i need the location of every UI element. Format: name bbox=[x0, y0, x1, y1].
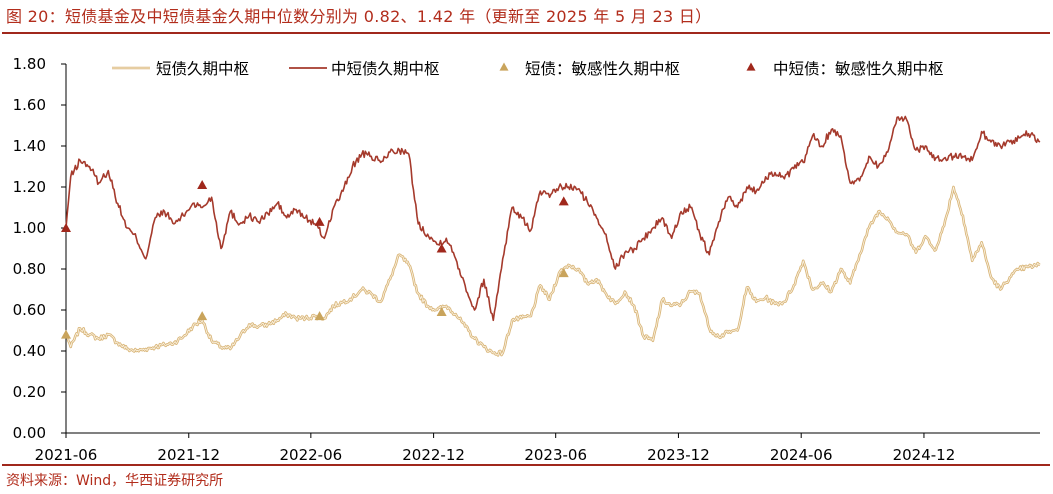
x-tick-label: 2022-06 bbox=[279, 446, 342, 464]
source-note: 资料来源：Wind，华西证券研究所 bbox=[6, 473, 224, 489]
marker-short-sensitivity bbox=[436, 307, 447, 317]
y-tick-label: 1.60 bbox=[13, 96, 46, 114]
y-tick-label: 1.00 bbox=[13, 219, 46, 237]
x-tick-label: 2021-12 bbox=[157, 446, 220, 464]
marker-short-sensitivity bbox=[61, 329, 71, 339]
chart-axes: 0.00 0.20 0.40 0.60 0.80 1.00 1.20 1.40 1.60 1.80… bbox=[13, 55, 1040, 464]
marker-short-sensitivity bbox=[558, 268, 569, 278]
legend-label-mid-sensitivity: 中短债：敏感性久期中枢 bbox=[773, 60, 944, 78]
y-tick-label: 1.40 bbox=[13, 137, 46, 155]
marker-mid-sensitivity bbox=[558, 196, 569, 206]
x-tick-label: 2023-06 bbox=[524, 446, 587, 464]
marker-mid-sensitivity bbox=[314, 216, 325, 226]
y-tick-label: 0.80 bbox=[13, 260, 46, 278]
y-tick-label: 0.40 bbox=[13, 342, 46, 360]
x-tick-label: 2023-12 bbox=[647, 446, 710, 464]
marker-mid-sensitivity bbox=[61, 223, 71, 232]
x-tick-label: 2024-06 bbox=[770, 446, 833, 464]
chart-frame bbox=[2, 32, 1050, 466]
x-tick-label: 2024-12 bbox=[893, 446, 956, 464]
x-tick-label: 2021-06 bbox=[35, 446, 98, 464]
series-line-short bbox=[64, 185, 1041, 357]
legend-swatch-mid-sensitivity bbox=[746, 62, 756, 71]
legend-label-mid: 中短债久期中枢 bbox=[331, 60, 440, 78]
series-line-short-inner bbox=[65, 186, 1041, 356]
y-tick-label: 0.60 bbox=[13, 301, 46, 319]
chart-title: 图 20：短债基金及中短债基金久期中位数分别为 0.82、1.42 年（更新至 … bbox=[6, 7, 712, 26]
marker-short-sensitivity bbox=[197, 311, 208, 321]
marker-short-sensitivity bbox=[314, 311, 325, 321]
y-tick-label: 1.80 bbox=[13, 55, 46, 73]
y-tick-label: 0.20 bbox=[13, 383, 46, 401]
chart-lines bbox=[64, 115, 1041, 357]
chart-markers bbox=[61, 179, 569, 339]
legend-swatch-short-sensitivity bbox=[499, 62, 509, 71]
series-line-mid bbox=[65, 115, 1041, 322]
marker-mid-sensitivity bbox=[197, 179, 208, 189]
legend-label-short-sensitivity: 短债：敏感性久期中枢 bbox=[525, 60, 680, 78]
x-tick-label: 2022-12 bbox=[402, 446, 465, 464]
y-tick-label: 1.20 bbox=[13, 178, 46, 196]
legend-label-short: 短债久期中枢 bbox=[156, 60, 249, 78]
chart-legend: 短债久期中枢 中短债久期中枢 短债：敏感性久期中枢 中短债：敏感性久期中枢 bbox=[112, 60, 944, 78]
marker-mid-sensitivity bbox=[436, 243, 447, 253]
y-tick-label: 0.00 bbox=[13, 424, 46, 442]
